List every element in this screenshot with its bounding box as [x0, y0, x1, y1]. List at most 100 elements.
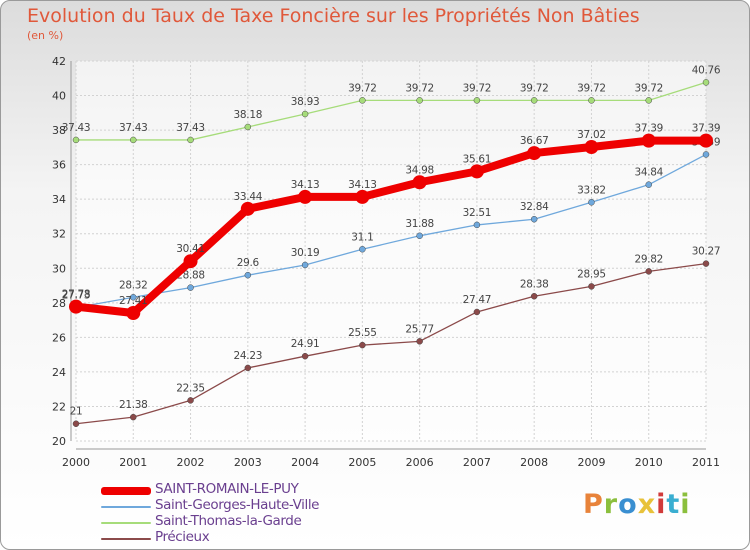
data-label: 37.02	[577, 129, 606, 141]
data-label: 39.72	[405, 82, 434, 94]
x-tick-label: 2003	[234, 456, 262, 469]
data-point	[301, 261, 309, 269]
data-point	[359, 97, 366, 104]
legend-label: Saint-Georges-Haute-Ville	[155, 497, 320, 513]
logo-letter: t	[666, 489, 681, 520]
data-point	[530, 97, 538, 104]
series-line	[75, 262, 707, 425]
data-label: 39.72	[520, 82, 549, 94]
series-line	[72, 136, 710, 318]
data-label: 24.23	[234, 350, 263, 362]
data-label: 39.72	[577, 82, 606, 94]
plot-area	[76, 61, 706, 441]
data-label: 39.72	[634, 82, 663, 94]
data-label: 34.98	[405, 164, 434, 176]
legend-label: Précieux	[155, 529, 210, 545]
data-label: 25.77	[405, 323, 434, 335]
data-label: 37.39	[634, 123, 663, 135]
data-label: 37.43	[62, 122, 91, 134]
legend-label: Saint-Thomas-la-Garde	[155, 513, 302, 529]
data-point	[130, 136, 137, 144]
data-label: 29.6	[237, 257, 260, 269]
data-point	[187, 397, 194, 404]
legend-swatch	[101, 487, 151, 495]
y-tick-label: 30	[52, 262, 66, 275]
data-label: 31.88	[405, 218, 434, 230]
data-point	[240, 201, 255, 216]
data-point	[702, 151, 710, 158]
data-point	[359, 341, 366, 349]
data-label: 27.78	[62, 289, 91, 301]
data-point	[416, 338, 423, 345]
data-point	[72, 136, 80, 144]
y-tick-label: 26	[52, 331, 66, 344]
data-label: 39.72	[348, 82, 377, 94]
logo-letter: P	[583, 489, 604, 520]
data-point	[645, 181, 652, 188]
x-tick-label: 2008	[520, 456, 548, 469]
data-point	[244, 364, 252, 372]
y-tick-label: 42	[52, 55, 66, 68]
data-point	[187, 284, 194, 291]
data-point	[359, 246, 366, 253]
data-label: 34.13	[348, 179, 377, 191]
data-label: 30.41	[176, 243, 205, 255]
data-point	[416, 97, 423, 104]
data-point	[584, 140, 599, 155]
x-tick-label: 2005	[348, 456, 376, 469]
data-label: 27.41	[119, 295, 148, 307]
data-label: 39.72	[463, 82, 492, 94]
data-point	[126, 306, 141, 321]
data-point	[69, 299, 83, 314]
data-point	[183, 254, 198, 269]
data-label: 38.93	[291, 96, 320, 108]
y-tick-label: 22	[52, 400, 66, 413]
data-point	[588, 97, 595, 104]
x-tick-label: 2006	[406, 456, 434, 469]
data-point	[355, 189, 370, 204]
y-tick-label: 24	[52, 366, 66, 379]
chart-title: Evolution du Taux de Taxe Foncière sur l…	[27, 5, 640, 27]
logo-letter: x	[637, 489, 657, 520]
legend-swatch	[101, 506, 151, 508]
data-label: 36.67	[520, 135, 549, 147]
data-point	[645, 97, 652, 104]
x-tick-label: 2009	[577, 456, 605, 469]
y-tick-label: 36	[52, 159, 66, 172]
logo-letter: r	[603, 489, 619, 520]
x-tick-label: 2010	[635, 456, 663, 469]
y-tick-label: 34	[52, 193, 66, 206]
data-point	[412, 175, 427, 190]
data-point	[473, 221, 481, 229]
data-point	[530, 215, 538, 223]
data-label: 29.82	[634, 253, 663, 265]
x-tick-label: 2000	[62, 456, 90, 469]
data-label: 33.44	[234, 191, 263, 203]
data-point	[301, 352, 309, 360]
data-label: 27.73	[62, 289, 91, 301]
data-label: 22.35	[176, 382, 205, 394]
y-tick-label: 20	[52, 435, 66, 448]
data-label: 27.47	[463, 294, 492, 306]
data-label: 38.18	[234, 109, 263, 121]
data-label: 28.32	[119, 279, 148, 291]
chart-unit: (en %)	[27, 29, 64, 42]
logo-letter: i	[680, 489, 691, 520]
data-label: 34.13	[291, 179, 320, 191]
data-label: 30.27	[692, 246, 721, 258]
data-point	[530, 293, 538, 300]
data-label: 25.55	[348, 327, 377, 339]
legend-label: SAINT-ROMAIN-LE-PUY	[155, 481, 299, 497]
data-label: 32.51	[463, 207, 492, 219]
data-label: 21.38	[119, 399, 148, 411]
data-point	[130, 413, 137, 421]
data-point	[301, 110, 309, 118]
data-point	[527, 146, 542, 161]
x-tick-label: 2002	[177, 456, 205, 469]
data-point	[416, 232, 423, 240]
data-label: 21	[70, 406, 83, 418]
y-tick-label: 32	[52, 228, 66, 241]
logo-letter: o	[618, 489, 638, 520]
logo-letter: i	[656, 489, 667, 520]
